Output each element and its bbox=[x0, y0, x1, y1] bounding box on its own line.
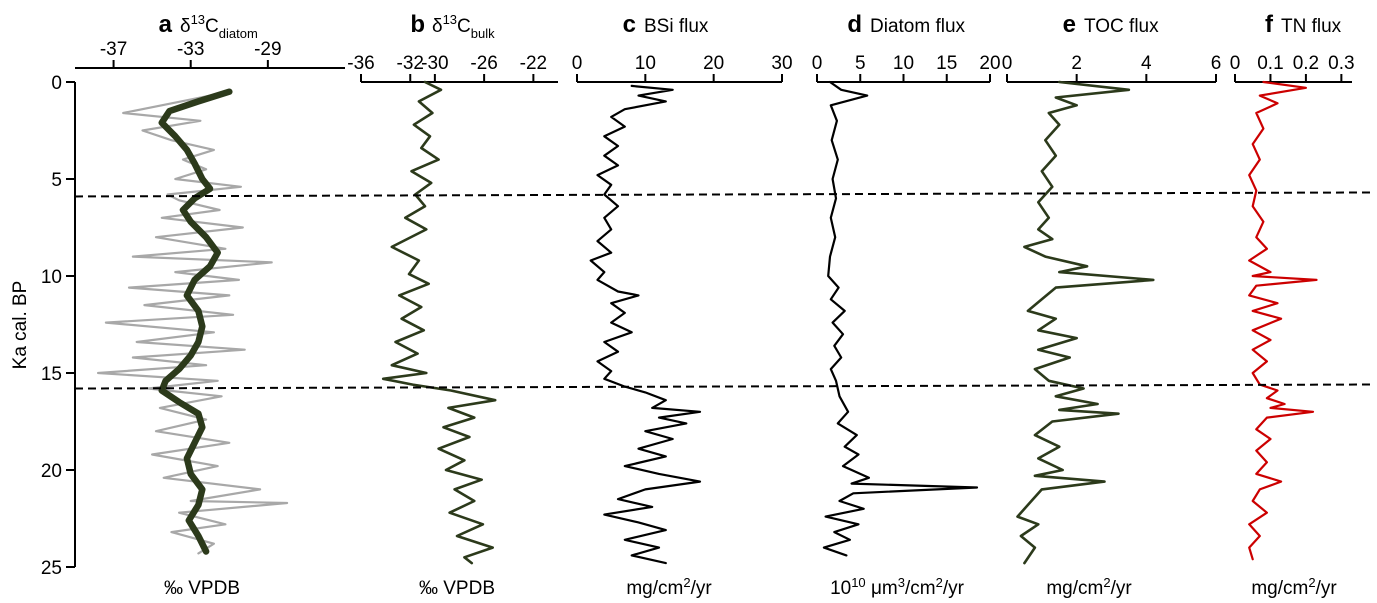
panel-f-title: f TN flux bbox=[1265, 11, 1342, 38]
panel-letter-c: c bbox=[623, 11, 636, 38]
panel-letter-e: e bbox=[1063, 11, 1076, 38]
unit-c-post: /yr bbox=[691, 578, 713, 599]
series-line-c-black bbox=[589, 84, 702, 565]
title-a-sub: diatom bbox=[219, 26, 258, 41]
x-tick-label-d-20: 20 bbox=[979, 53, 1000, 74]
unit-e-pre: mg/cm bbox=[1046, 578, 1103, 599]
unit-d-sup: 10 bbox=[851, 575, 865, 590]
boundary-layer bbox=[74, 191, 1371, 390]
panel-c: 0 10 20 30 bbox=[572, 53, 793, 565]
panel-e: 0 2 4 6 bbox=[1002, 53, 1222, 565]
x-tick-label-a--37: -37 bbox=[100, 39, 127, 60]
unit-f: mg/cm2/yr bbox=[1251, 575, 1337, 599]
panel-title-b: δ13Cbulk bbox=[432, 12, 495, 41]
x-tick-label-d-10: 10 bbox=[893, 53, 914, 74]
unit-d: 1010 μm3/cm2/yr bbox=[830, 575, 965, 599]
y-axis: Ka cal. BP 0 5 10 15 20 25 bbox=[10, 73, 76, 579]
y-tick-label-10: 10 bbox=[41, 267, 62, 288]
x-tick-label-b--32: -32 bbox=[397, 53, 424, 74]
y-axis-label: Ka cal. BP bbox=[10, 281, 31, 370]
y-tick-label-20: 20 bbox=[41, 461, 62, 482]
x-tick-label-f-0.1: 0.1 bbox=[1257, 53, 1283, 74]
title-a-delta: δ bbox=[180, 16, 191, 37]
panel-letter-f: f bbox=[1265, 11, 1274, 38]
x-tick-label-a--29: -29 bbox=[254, 39, 281, 60]
x-tick-label-b--30: -30 bbox=[421, 53, 448, 74]
x-tick-label-d-5: 5 bbox=[855, 53, 866, 74]
panel-title-e: TOC flux bbox=[1084, 16, 1159, 37]
series-line-a-smooth-dark bbox=[158, 88, 233, 555]
unit-c-sup: 2 bbox=[683, 575, 690, 590]
title-b-sub: bulk bbox=[471, 26, 495, 41]
panel-letter-d: d bbox=[847, 11, 862, 38]
unit-e-post: /yr bbox=[1111, 578, 1133, 599]
boundary-line-2 bbox=[74, 383, 1371, 390]
series-line-e-dark bbox=[1016, 80, 1155, 565]
unit-e: mg/cm2/yr bbox=[1046, 575, 1132, 599]
panel-letter-a: a bbox=[159, 11, 173, 38]
x-tick-label-b--26: -26 bbox=[470, 53, 497, 74]
title-b-sup: 13 bbox=[443, 12, 457, 27]
x-tick-label-b--36: -36 bbox=[347, 53, 374, 74]
unit-b: ‰ VPDB bbox=[419, 578, 495, 599]
unit-c: mg/cm2/yr bbox=[626, 575, 712, 599]
x-tick-label-f-0.2: 0.2 bbox=[1293, 53, 1319, 74]
x-tick-label-f-0: 0 bbox=[1230, 53, 1241, 74]
x-tick-label-f-0.3: 0.3 bbox=[1328, 53, 1354, 74]
series-line-b-dark bbox=[381, 80, 497, 565]
x-tick-label-e-4: 4 bbox=[1141, 53, 1152, 74]
unit-f-post: /yr bbox=[1316, 578, 1338, 599]
panel-title-a: δ13Cdiatom bbox=[180, 12, 258, 41]
y-tick-label-5: 5 bbox=[51, 170, 62, 191]
panels-layer: -37 -33 -29-36 -32-30 -26 -22 0 10 20 30 0 5 10 15 20 0… bbox=[75, 39, 1355, 565]
y-tick-label-25: 25 bbox=[41, 558, 62, 579]
y-axis-ticks: 0 5 10 15 20 25 bbox=[41, 73, 75, 579]
panel-a-title: a δ13Cdiatom bbox=[159, 11, 258, 41]
x-tick-label-e-6: 6 bbox=[1211, 53, 1222, 74]
x-tick-label-b--22: -22 bbox=[520, 53, 547, 74]
unit-d-sup3: 2 bbox=[936, 575, 943, 590]
title-b-delta: δ bbox=[432, 16, 443, 37]
series-line-f-red bbox=[1248, 80, 1318, 561]
x-tick-label-e-2: 2 bbox=[1071, 53, 1082, 74]
unit-a: ‰ VPDB bbox=[164, 578, 240, 599]
panel-title-f: TN flux bbox=[1281, 16, 1342, 37]
panel-letter-b: b bbox=[410, 11, 425, 38]
x-tick-label-c-0: 0 bbox=[572, 53, 583, 74]
boundary-line-1 bbox=[74, 191, 1371, 198]
title-a-base: C bbox=[205, 16, 219, 37]
title-b-base: C bbox=[457, 16, 471, 37]
unit-c-pre: mg/cm bbox=[626, 578, 683, 599]
panel-b-title: b δ13Cbulk bbox=[410, 11, 495, 41]
x-tick-label-c-10: 10 bbox=[635, 53, 656, 74]
title-a-sup: 13 bbox=[191, 12, 205, 27]
y-tick-label-15: 15 bbox=[41, 364, 62, 385]
unit-f-pre: mg/cm bbox=[1251, 578, 1308, 599]
y-tick-label-0: 0 bbox=[51, 73, 62, 94]
unit-d-pre: 10 bbox=[830, 578, 851, 599]
x-tick-label-d-15: 15 bbox=[936, 53, 957, 74]
unit-d-mid: μm bbox=[866, 578, 898, 599]
unit-e-sup: 2 bbox=[1103, 575, 1110, 590]
x-tick-label-e-0: 0 bbox=[1002, 53, 1013, 74]
panel-title-c: BSi flux bbox=[644, 16, 709, 37]
panel-d-title: d Diatom flux bbox=[847, 11, 965, 38]
x-tick-label-d-0: 0 bbox=[812, 53, 823, 74]
x-tick-label-c-30: 30 bbox=[771, 53, 792, 74]
panel-a: -37 -33 -29 bbox=[75, 39, 345, 555]
unit-d-post: /cm bbox=[905, 578, 936, 599]
panel-b: -36 -32-30 -26 -22 bbox=[347, 53, 558, 565]
panel-d: 0 5 10 15 20 bbox=[812, 53, 1001, 557]
unit-d-sup2: 3 bbox=[898, 575, 905, 590]
panel-e-title: e TOC flux bbox=[1063, 11, 1159, 38]
panel-title-d: Diatom flux bbox=[870, 16, 966, 37]
unit-f-sup: 2 bbox=[1308, 575, 1315, 590]
x-tick-label-a--33: -33 bbox=[177, 39, 204, 60]
panel-c-title: c BSi flux bbox=[623, 11, 709, 38]
series-line-d-black bbox=[822, 80, 979, 557]
panel-f: 0 0.1 0.2 0.3 bbox=[1230, 53, 1355, 561]
unit-d-end: /yr bbox=[943, 578, 965, 599]
x-tick-label-c-20: 20 bbox=[703, 53, 724, 74]
